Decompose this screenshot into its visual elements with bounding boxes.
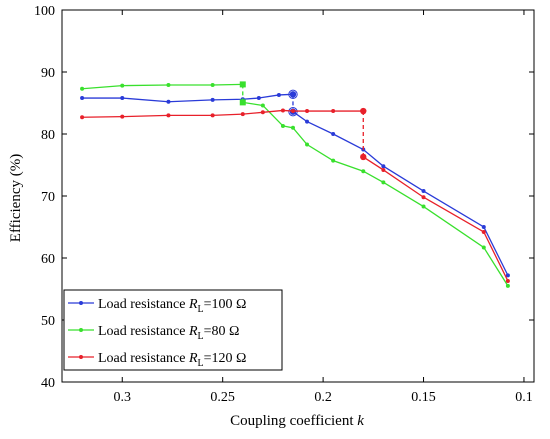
data-point	[505, 278, 510, 283]
data-point	[305, 109, 310, 114]
legend-label-var: R	[188, 351, 198, 366]
data-point	[120, 114, 125, 119]
data-point	[290, 125, 295, 130]
x-tick-label: 0.1	[515, 390, 533, 405]
data-point	[481, 245, 486, 250]
data-point	[260, 103, 265, 108]
legend-label-var: R	[188, 297, 198, 312]
data-point	[381, 180, 386, 185]
switch-point-marker	[239, 99, 246, 106]
series-0	[80, 89, 510, 278]
legend-label-prefix: Load resistance	[98, 324, 189, 339]
legend-marker	[79, 301, 83, 305]
data-point	[256, 96, 261, 101]
legend-marker	[79, 328, 83, 332]
data-point	[505, 273, 510, 278]
legend-label-suffix: =100 Ω	[204, 297, 247, 312]
legend-label: Load resistance RL=120 Ω	[98, 351, 246, 369]
x-axis-title-text: Coupling coefficient	[230, 413, 354, 429]
data-point	[421, 204, 426, 209]
data-point	[331, 109, 336, 114]
legend-label-suffix: =120 Ω	[204, 351, 247, 366]
legend-label-sub: L	[198, 304, 204, 315]
y-tick-label: 70	[41, 190, 55, 205]
series-line	[82, 109, 364, 118]
switch-point-ring	[288, 89, 298, 100]
data-point	[305, 119, 310, 124]
data-point	[260, 110, 265, 115]
legend-label-sub: L	[198, 331, 204, 342]
data-point	[80, 115, 85, 120]
y-axis-title: Efficiency (%)	[8, 154, 24, 242]
y-tick-label: 50	[41, 314, 55, 329]
legend-marker	[79, 355, 83, 359]
legend-label: Load resistance RL=100 Ω	[98, 297, 246, 315]
y-tick-label: 40	[41, 376, 55, 391]
x-tick-label: 0.2	[314, 390, 332, 405]
data-point	[381, 167, 386, 172]
series-line	[82, 93, 294, 103]
data-point	[361, 169, 366, 174]
axes-group: 0.3 0.25 0.2 0.15 0.1 40 50 60 70 80 90 100	[34, 4, 535, 405]
data-point	[166, 83, 171, 88]
legend-box	[63, 289, 283, 371]
legend-label-var: R	[188, 324, 198, 339]
data-point	[120, 83, 125, 88]
x-tick-label: 0.25	[210, 390, 235, 405]
x-tick-label: 0.3	[114, 390, 132, 405]
legend-label-prefix: Load resistance	[98, 297, 189, 312]
data-point	[505, 283, 510, 288]
series-1	[80, 81, 510, 288]
data-point	[80, 86, 85, 91]
series-line	[82, 83, 243, 90]
series-line	[362, 156, 509, 282]
data-point	[280, 123, 285, 128]
series-line	[292, 111, 509, 276]
data-point	[290, 109, 295, 114]
data-point	[481, 225, 486, 229]
data-point	[331, 132, 336, 136]
data-point	[305, 142, 310, 147]
data-point	[276, 92, 281, 97]
legend-label: Load resistance RL=80 Ω	[98, 324, 239, 342]
data-point	[210, 97, 215, 102]
switch-point-marker	[360, 153, 367, 161]
switch-point-marker	[239, 81, 246, 88]
data-point	[166, 99, 171, 104]
y-tick-label: 60	[41, 252, 55, 267]
y-tick-label: 100	[34, 4, 55, 19]
data-point	[80, 96, 85, 101]
series-line	[242, 101, 509, 287]
data-point	[280, 108, 285, 113]
data-point	[331, 158, 336, 163]
y-tick-label: 80	[41, 128, 55, 143]
y-tick-label: 90	[41, 66, 55, 81]
x-tick-label: 0.15	[411, 390, 436, 405]
data-point	[166, 113, 171, 118]
data-point	[210, 83, 215, 88]
data-point	[481, 229, 486, 234]
data-point	[240, 112, 245, 117]
data-point	[381, 164, 386, 169]
series-2	[80, 107, 510, 283]
data-point	[421, 195, 426, 200]
legend-label-prefix: Load resistance	[98, 351, 189, 366]
legend-label-sub: L	[198, 358, 204, 369]
data-point	[120, 96, 125, 101]
series-group	[80, 81, 510, 288]
switch-point-marker	[360, 107, 367, 115]
data-point	[210, 113, 215, 118]
data-point	[421, 189, 426, 194]
legend-label-suffix: =80 Ω	[204, 324, 240, 339]
x-axis-title: Coupling coefficient k	[230, 413, 364, 429]
x-axis-title-variable: k	[357, 413, 364, 429]
switch-point-marker	[289, 91, 297, 98]
